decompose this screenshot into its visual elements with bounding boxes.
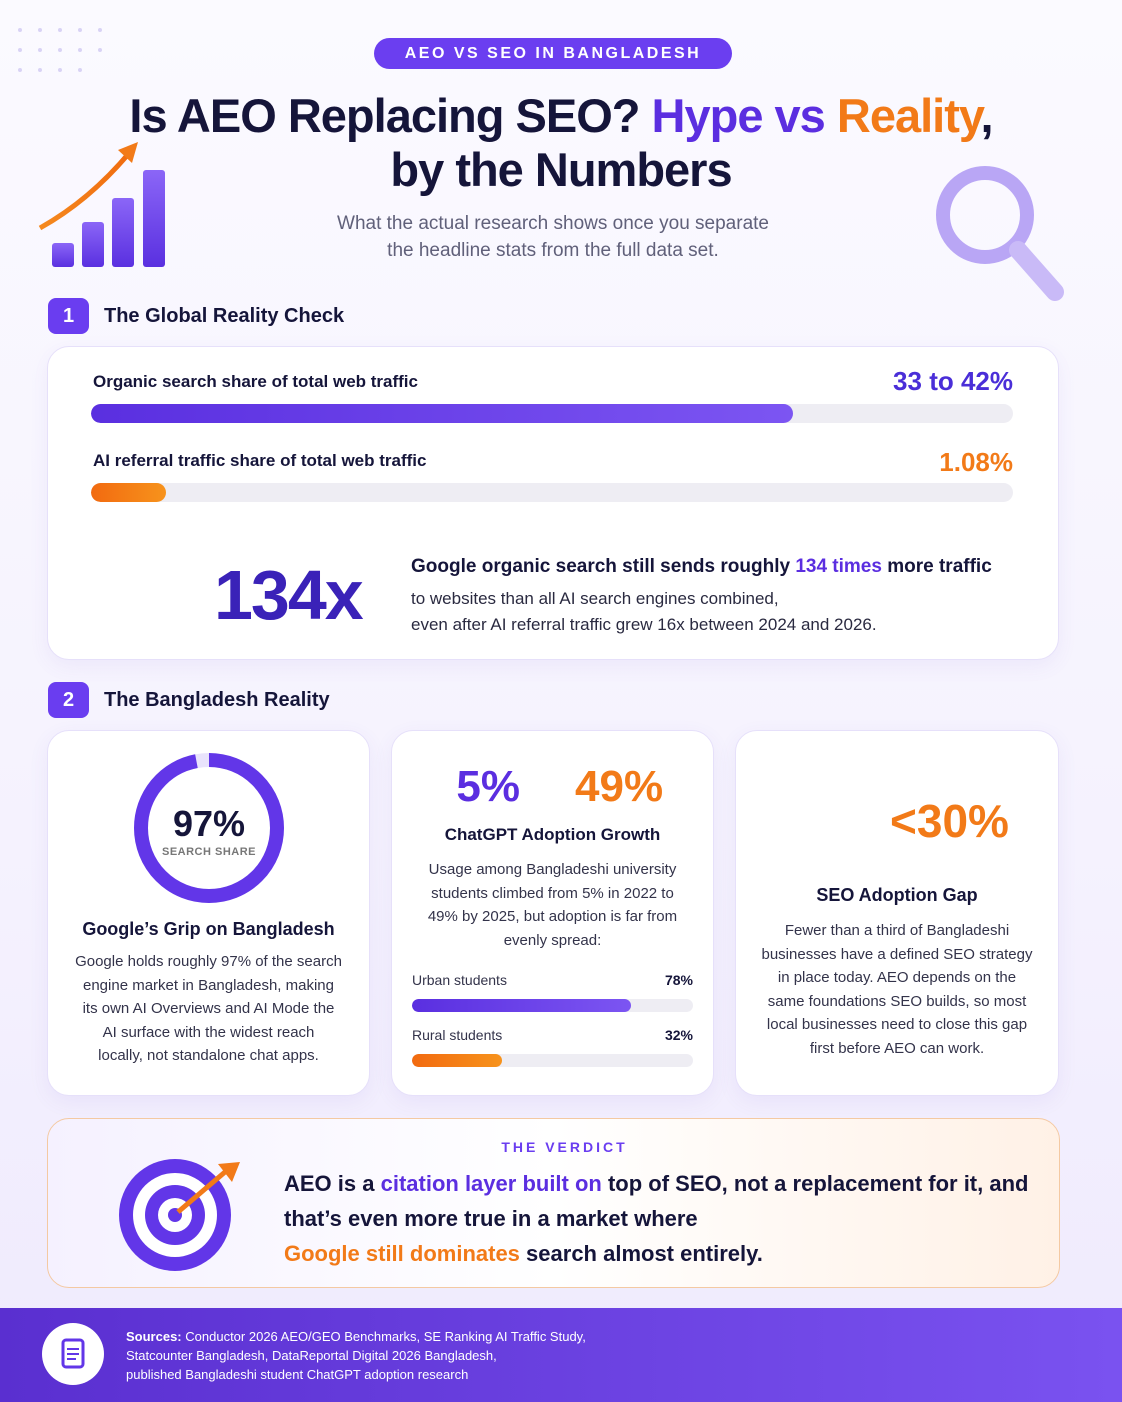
eyebrow: THE VERDICT	[501, 1139, 628, 1155]
donut-caption: SEARCH SHARE	[161, 846, 256, 858]
text-line: same foundations SEO builds, so most	[767, 992, 1027, 1010]
text-line: Google holds roughly 97% of the search	[75, 953, 342, 970]
text-line: Usage among Bangladeshi university	[428, 861, 677, 878]
text-line: the headline stats from the full data se…	[387, 240, 719, 261]
bar-row: Rural students 32%	[412, 1025, 693, 1080]
card-body: Google holds roughly 97% of the search en…	[47, 950, 370, 1068]
text-line: What the actual research shows once you …	[337, 213, 769, 234]
verdict-part: Google still dominates	[284, 1241, 520, 1266]
text-line: 49% by 2025, but adoption is far from	[427, 908, 678, 925]
lead-part: Google organic search still sends roughl…	[411, 556, 791, 577]
text-line: even after AI referral traffic grew 16x …	[411, 615, 877, 634]
bar-list: Urban students 78% Rural students 32%	[412, 970, 693, 1080]
bar-name: Rural students	[412, 1027, 503, 1043]
sources: Sources: Conductor 2026 AEO/GEO Benchmar…	[126, 1327, 586, 1384]
section-title: The Global Reality Check	[104, 305, 345, 327]
text-line: AI surface with the widest reach	[102, 1023, 315, 1041]
lead-part: 134 times	[795, 556, 882, 577]
source-line: Sources: Conductor 2026 AEO/GEO Benchmar…	[126, 1327, 586, 1346]
section-number: 2	[48, 682, 89, 718]
source-line: Statcounter Bangladesh, DataReportal Dig…	[126, 1348, 497, 1363]
subtitle: What the actual research shows once you …	[0, 210, 1106, 264]
donut-arc	[134, 753, 284, 903]
bar-chart-icon	[38, 142, 165, 267]
bar-value: 32%	[664, 1027, 693, 1043]
bar-row: Urban students 78%	[412, 970, 693, 1025]
track	[91, 483, 1013, 502]
text-line: to websites than all AI search engines c…	[411, 589, 779, 608]
footer	[0, 1308, 1122, 1402]
lead-part: more traffic	[887, 556, 992, 577]
section-title: The Bangladesh Reality	[104, 689, 330, 711]
badge: AEO VS SEO IN BANGLADESH	[374, 38, 732, 69]
to-stat: 49%	[575, 762, 664, 811]
bar-name: Urban students	[412, 972, 507, 988]
card-title: SEO Adoption Gap	[816, 885, 978, 905]
source-line: published Bangladeshi student ChatGPT ad…	[126, 1367, 469, 1382]
bar-value: 78%	[664, 972, 693, 988]
verdict-part: citation layer built on	[380, 1171, 602, 1196]
card-body: Usage among Bangladeshi university studen…	[391, 858, 714, 952]
section-number: 1	[48, 298, 89, 334]
lead: Google organic search still sends roughl…	[411, 556, 992, 578]
text-line: local businesses need to close this gap	[766, 1016, 1028, 1033]
card-body: Fewer than a third of Bangladeshi busines…	[735, 919, 1059, 1060]
bar-fill	[91, 483, 166, 502]
global-card	[47, 346, 1059, 660]
verdict-part: AEO is a	[284, 1171, 375, 1196]
verdict-line: Google still dominates search almost ent…	[284, 1236, 1028, 1271]
bar-fill	[91, 404, 793, 423]
big-stat: 134x	[214, 556, 364, 634]
title-line: Is AEO Replacing SEO? Hype vs Reality,	[0, 88, 1122, 143]
text-line: Fewer than a third of Bangladeshi	[784, 922, 1010, 939]
source-text: Conductor 2026 AEO/GEO Benchmarks, SE Ra…	[185, 1329, 586, 1344]
body: to websites than all AI search engines c…	[411, 586, 877, 638]
magnifier-icon	[936, 166, 1064, 301]
donut-label: 97%	[172, 803, 246, 844]
metric-value: 33 to 42%	[893, 366, 1013, 396]
card	[391, 730, 714, 1096]
metric-value: 1.08%	[939, 447, 1013, 477]
track	[91, 404, 1013, 423]
track	[412, 1054, 693, 1067]
text-line: locally, not standalone chat apps.	[98, 1047, 319, 1064]
verdict-part: search almost entirely.	[526, 1241, 763, 1266]
card-title: ChatGPT Adoption Growth	[444, 825, 661, 844]
text-line: students climbed from 5% in 2022 to	[431, 884, 674, 902]
title-part: Reality	[836, 89, 982, 142]
text-line: engine market in Bangladesh, making	[83, 976, 334, 994]
bar-fill	[412, 1054, 502, 1067]
track	[412, 999, 693, 1012]
from-stat: 5%	[456, 762, 520, 811]
text-line: in place today. AEO depends on the	[777, 969, 1017, 986]
text-line: evenly spread:	[503, 931, 602, 949]
card-title: Google’s Grip on Bangladesh	[82, 919, 335, 939]
card	[47, 730, 370, 1096]
metric-label: AI referral traffic share of total web t…	[93, 451, 427, 470]
title-part: Hype vs	[651, 89, 826, 142]
target-icon	[119, 1159, 240, 1271]
verdict-line: AEO is a citation layer built on top of …	[284, 1166, 1028, 1201]
verdict-line: that’s even more true in a market where	[284, 1206, 698, 1231]
text-line: first before AEO can work.	[809, 1039, 985, 1057]
title-part: ,	[980, 89, 994, 142]
stat: <30%	[890, 795, 1009, 847]
doc-icon	[42, 1323, 104, 1385]
title-line: by the Numbers	[390, 143, 732, 196]
metric-label: Organic search share of total web traffi…	[93, 372, 418, 391]
sources-label: Sources:	[126, 1329, 182, 1344]
text-line: its own AI Overviews and AI Mode the	[82, 1000, 335, 1017]
card	[735, 730, 1059, 1096]
donut	[134, 753, 284, 903]
bar-fill	[412, 999, 632, 1012]
verdict-part: top of SEO, not a replacement for it, an…	[607, 1171, 1029, 1196]
title-part: Is AEO Replacing SEO?	[129, 89, 640, 142]
verdict-text: AEO is a citation layer built on top of …	[284, 1166, 1028, 1271]
text-line: businesses have a defined SEO strategy	[761, 945, 1033, 963]
